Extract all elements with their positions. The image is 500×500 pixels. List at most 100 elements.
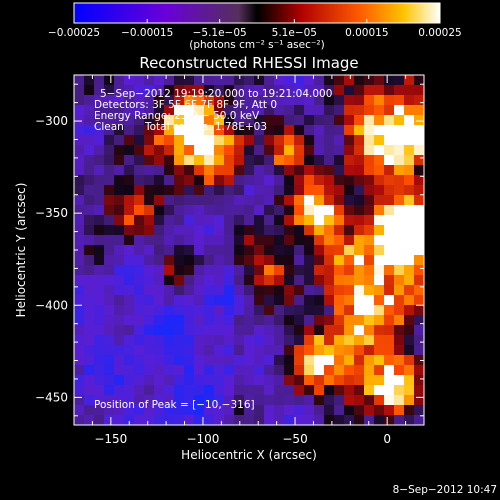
heatmap-cell (374, 385, 385, 396)
heatmap-cell (314, 195, 325, 206)
heatmap-cell (404, 235, 415, 246)
heatmap-cell (364, 305, 375, 316)
heatmap-cell (134, 385, 145, 396)
heatmap-cell (164, 85, 175, 96)
heatmap-cell (84, 185, 95, 196)
heatmap-cell (94, 245, 105, 256)
heatmap-cell (124, 395, 135, 406)
heatmap-cell (94, 285, 105, 296)
heatmap-cell (314, 375, 325, 386)
heatmap-cell (404, 415, 415, 425)
heatmap-cell (214, 215, 225, 226)
heatmap-cell (84, 235, 95, 246)
heatmap-cell (364, 345, 375, 356)
heatmap-cell (374, 275, 385, 286)
heatmap-cell (204, 365, 215, 376)
heatmap-cell (224, 385, 235, 396)
heatmap-cell (374, 75, 385, 86)
heatmap-cell (314, 285, 325, 296)
heatmap-cell (394, 95, 405, 106)
heatmap-cell (414, 315, 424, 326)
heatmap-cell (154, 285, 165, 296)
heatmap-cell (124, 155, 135, 166)
heatmap-cell (304, 75, 315, 86)
heatmap-cell (354, 355, 365, 366)
heatmap-cell (384, 275, 395, 286)
heatmap-cell (224, 145, 235, 156)
heatmap-cell (334, 335, 345, 346)
heatmap-cell (214, 165, 225, 176)
heatmap-cell (374, 145, 385, 156)
heatmap-cell (254, 185, 265, 196)
x-axis-label: Heliocentric X (arcsec) (181, 448, 317, 462)
heatmap-cell (274, 395, 285, 406)
heatmap-cell (414, 335, 424, 346)
heatmap-cell (204, 185, 215, 196)
heatmap-cell (364, 165, 375, 176)
heatmap-cell (394, 335, 405, 346)
heatmap-cell (74, 185, 85, 196)
heatmap-cell (84, 265, 95, 276)
heatmap-cell (234, 315, 245, 326)
heatmap-cell (364, 275, 375, 286)
heatmap-cell (194, 205, 205, 216)
heatmap-cell (184, 145, 195, 156)
heatmap-cell (84, 295, 95, 306)
heatmap-cell (414, 215, 424, 226)
heatmap-cell (254, 265, 265, 276)
heatmap-cell (84, 415, 95, 425)
heatmap-cell (164, 365, 175, 376)
heatmap-cell (364, 415, 375, 425)
heatmap-cell (234, 165, 245, 176)
heatmap-cell (134, 185, 145, 196)
heatmap-cell (204, 235, 215, 246)
heatmap-cell (364, 155, 375, 166)
heatmap-cell (374, 255, 385, 266)
heatmap-cell (364, 215, 375, 226)
heatmap-cell (104, 75, 115, 86)
heatmap-cell (164, 105, 175, 116)
heatmap-cell (414, 355, 424, 366)
heatmap-cell (334, 275, 345, 286)
heatmap-cell (104, 295, 115, 306)
heatmap-cell (354, 275, 365, 286)
heatmap-cell (334, 95, 345, 106)
heatmap-cell (344, 125, 355, 136)
heatmap-cell (414, 165, 424, 176)
heatmap-cell (284, 285, 295, 296)
heatmap-cell (174, 235, 185, 246)
heatmap-cell (74, 395, 85, 406)
heatmap-cell (124, 165, 135, 176)
heatmap-cell (214, 335, 225, 346)
heatmap-cell (144, 285, 155, 296)
heatmap-cell (184, 225, 195, 236)
heatmap-cell (134, 395, 145, 406)
heatmap-cell (214, 385, 225, 396)
heatmap-cell (84, 365, 95, 376)
heatmap-cell (354, 165, 365, 176)
heatmap-cell (314, 395, 325, 406)
heatmap-cell (124, 85, 135, 96)
heatmap-cell (124, 245, 135, 256)
heatmap-cell (384, 95, 395, 106)
heatmap-cell (404, 175, 415, 186)
heatmap-cell (364, 265, 375, 276)
heatmap-cell (364, 115, 375, 126)
heatmap-cell (234, 365, 245, 376)
heatmap-cell (114, 195, 125, 206)
heatmap-cell (164, 415, 175, 425)
heatmap-cell (144, 405, 155, 416)
heatmap-cell (394, 375, 405, 386)
heatmap-cell (274, 85, 285, 96)
heatmap-cell (334, 235, 345, 246)
heatmap-cell (314, 335, 325, 346)
heatmap-cell (114, 335, 125, 346)
heatmap-cell (384, 185, 395, 196)
heatmap-cell (74, 355, 85, 366)
heatmap-cell (384, 235, 395, 246)
heatmap-cell (354, 185, 365, 196)
heatmap-cell (124, 255, 135, 266)
heatmap-cell (74, 365, 85, 376)
heatmap-cell (234, 145, 245, 156)
heatmap-cell (94, 415, 105, 425)
